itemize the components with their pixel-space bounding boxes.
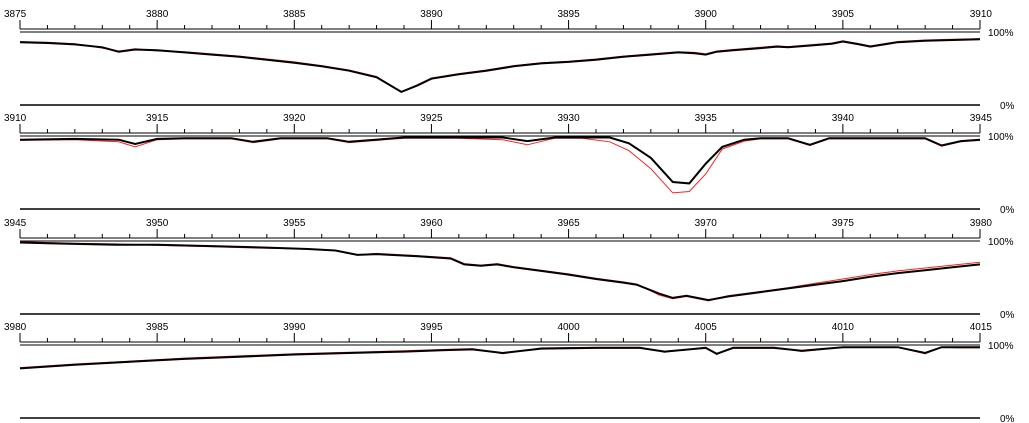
tick-label: 3930 — [557, 113, 580, 124]
y-label-0: 0% — [1000, 310, 1015, 321]
tick-label: 3880 — [146, 9, 169, 20]
tick-label: 3960 — [420, 218, 443, 229]
tick-label: 3980 — [970, 218, 993, 229]
tick-label: 4000 — [557, 322, 580, 333]
y-label-100: 100% — [988, 28, 1014, 39]
tick-label: 3915 — [146, 113, 169, 124]
tick-label: 3950 — [146, 218, 169, 229]
y-label-100: 100% — [988, 237, 1014, 248]
series-model — [19, 38, 981, 94]
tick-label: 3980 — [4, 322, 27, 333]
y-label-0: 0% — [1000, 414, 1015, 423]
tick-label: 3920 — [283, 113, 306, 124]
tick-label: 3955 — [283, 218, 306, 229]
y-label-0: 0% — [1000, 101, 1015, 112]
series-observed — [19, 241, 981, 302]
tick-label: 3975 — [832, 218, 855, 229]
tick-label: 3900 — [695, 9, 718, 20]
tick-label: 3935 — [695, 113, 718, 124]
tick-label: 4005 — [695, 322, 718, 333]
tick-label: 3945 — [970, 113, 993, 124]
tick-label: 3885 — [283, 9, 306, 20]
tick-label: 3945 — [4, 218, 27, 229]
series-observed — [19, 137, 981, 194]
tick-label: 3905 — [832, 9, 855, 20]
tick-label: 3875 — [4, 9, 27, 20]
tick-label: 3985 — [146, 322, 169, 333]
tick-label: 3895 — [557, 9, 580, 20]
tick-label: 3925 — [420, 113, 443, 124]
y-label-0: 0% — [1000, 205, 1015, 216]
tick-label: 3965 — [557, 218, 580, 229]
tick-label: 4010 — [832, 322, 855, 333]
tick-label: 3890 — [420, 9, 443, 20]
y-label-100: 100% — [988, 341, 1014, 352]
tick-label: 3910 — [4, 113, 27, 124]
tick-label: 3940 — [832, 113, 855, 124]
tick-label: 3970 — [695, 218, 718, 229]
series-model — [19, 346, 980, 370]
tick-label: 4015 — [970, 322, 993, 333]
y-label-100: 100% — [988, 132, 1014, 143]
tick-label: 3995 — [420, 322, 443, 333]
tick-label: 3990 — [283, 322, 306, 333]
series-observed — [19, 346, 980, 369]
series-model — [19, 241, 981, 302]
tick-label: 3910 — [970, 9, 993, 20]
series-observed — [19, 38, 981, 93]
series-model — [19, 136, 981, 185]
